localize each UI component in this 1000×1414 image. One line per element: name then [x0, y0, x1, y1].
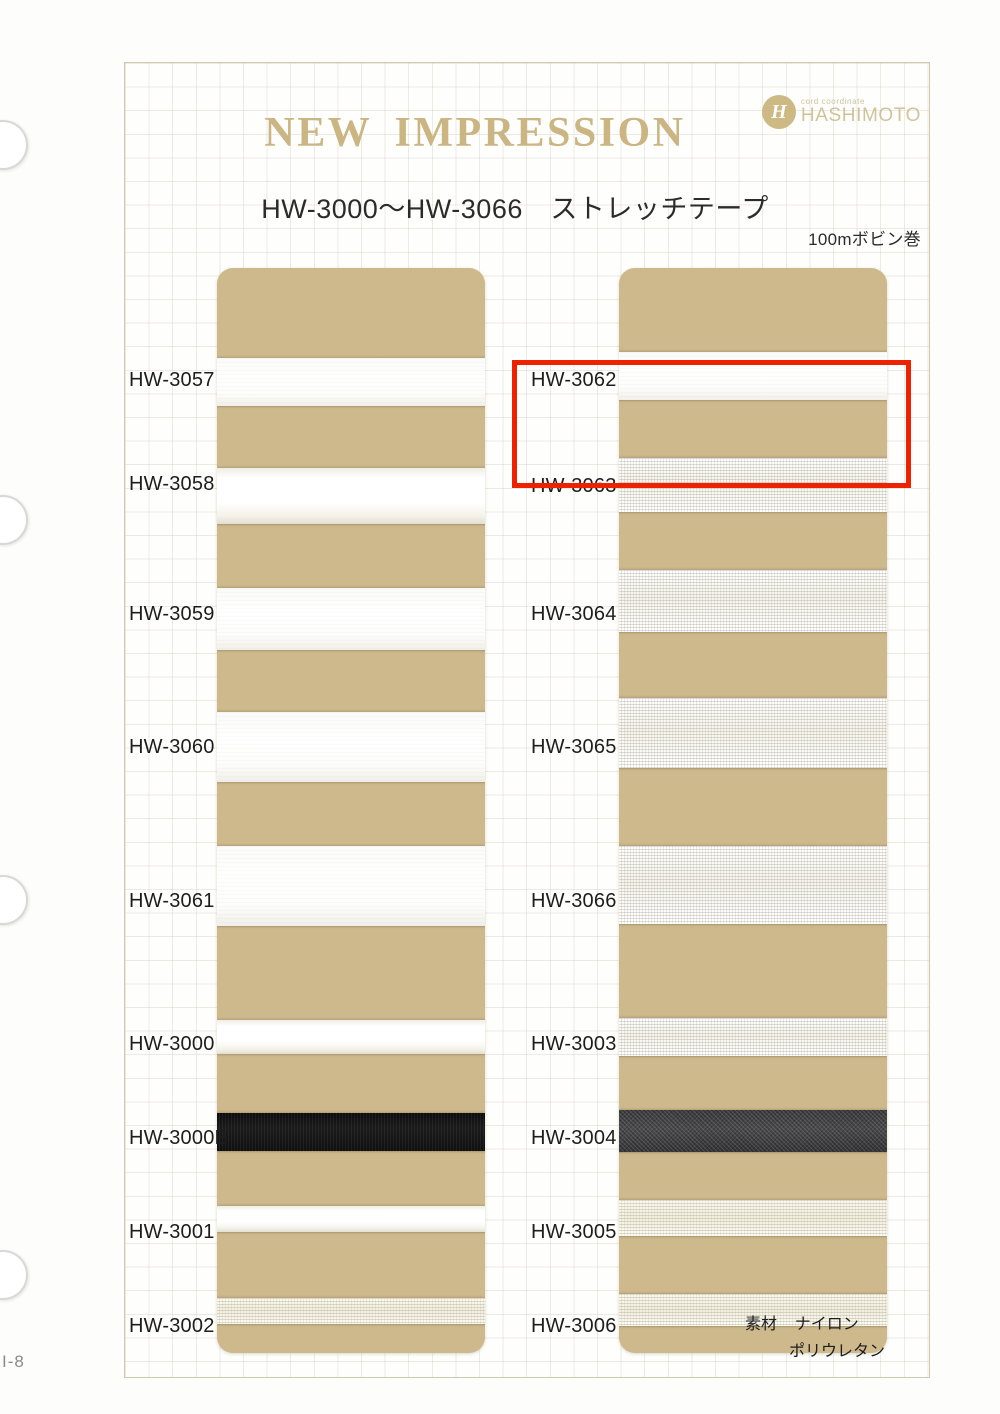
- hashimoto-logo: H cord coordinate HASHIMOTO: [761, 95, 921, 129]
- sample-code-hw-3000: HW-3000: [129, 1033, 215, 1055]
- sample-code-hw-3057: HW-3057: [129, 369, 215, 391]
- bobbin-note: 100mボビン巻: [808, 230, 921, 249]
- page-title: NEW IMPRESSION: [264, 110, 686, 156]
- sample-code-hw-3004: HW-3004: [531, 1127, 617, 1149]
- sample-code-hw-3060: HW-3060: [129, 736, 215, 758]
- material-label: 素材: [744, 1315, 777, 1333]
- tape-sample-hw-3006: [619, 1294, 887, 1326]
- tape-sample-hw-3066: [619, 846, 887, 924]
- sample-code-hw-3063: HW-3063: [531, 475, 617, 497]
- tape-sample-hw-3063: [619, 458, 887, 512]
- binder-hole: [0, 495, 28, 545]
- sample-code-hw-3005: HW-3005: [531, 1221, 617, 1243]
- binder-hole: [0, 120, 28, 170]
- tape-sample-hw-3064: [619, 570, 887, 632]
- tape-sample-hw-3062: [619, 352, 887, 400]
- sample-code-hw-3059: HW-3059: [129, 603, 215, 625]
- binder-hole: [0, 1250, 28, 1300]
- sample-code-hw-3000b: HW-3000B: [129, 1127, 229, 1149]
- sample-code-hw-3062: HW-3062: [531, 369, 617, 391]
- page-subtitle: HW-3000〜HW-3066 ストレッチテープ: [261, 194, 769, 224]
- tape-sample-hw-3058: [217, 468, 485, 524]
- material-note: 素材 ナイロン ポリウレタン: [745, 1311, 885, 1365]
- page-number: I-8: [2, 1352, 25, 1371]
- logo-mark-letter: H: [771, 101, 787, 123]
- tape-sample-hw-3065: [619, 698, 887, 768]
- catalog-sheet: H cord coordinate HASHIMOTO NEW IMPRESSI…: [124, 62, 930, 1378]
- sample-board-left: [217, 268, 485, 1353]
- logo-brand-name: HASHIMOTO: [800, 105, 921, 127]
- tape-sample-hw-3060: [217, 712, 485, 782]
- sample-code-hw-3061: HW-3061: [129, 890, 215, 912]
- tape-sample-hw-3000b: [217, 1113, 485, 1151]
- sample-code-hw-3001: HW-3001: [129, 1221, 215, 1243]
- tape-sample-hw-3061: [217, 846, 485, 926]
- sample-code-hw-3064: HW-3064: [531, 603, 617, 625]
- tape-sample-hw-3059: [217, 588, 485, 650]
- logo-circle-icon: H: [761, 95, 796, 129]
- tape-sample-hw-3003: [619, 1018, 887, 1056]
- tape-sample-hw-3001: [217, 1206, 485, 1232]
- material-value-2: ポリウレタン: [788, 1342, 885, 1360]
- sample-code-hw-3006: HW-3006: [531, 1315, 617, 1337]
- material-row-2: ポリウレタン: [745, 1338, 885, 1365]
- logo-tagline: cord coordinate: [800, 96, 866, 106]
- material-value-1: ナイロン: [794, 1315, 859, 1333]
- tape-sample-hw-3004: [619, 1110, 887, 1152]
- sample-code-hw-3065: HW-3065: [531, 736, 617, 758]
- binder-hole: [0, 875, 28, 925]
- sample-code-hw-3002: HW-3002: [129, 1315, 215, 1337]
- tape-sample-hw-3002: [217, 1298, 485, 1324]
- logo-text-block: cord coordinate HASHIMOTO: [800, 96, 921, 127]
- tape-sample-hw-3005: [619, 1200, 887, 1236]
- sample-code-hw-3058: HW-3058: [129, 473, 215, 495]
- tape-sample-hw-3000: [217, 1020, 485, 1054]
- sample-code-hw-3066: HW-3066: [531, 890, 617, 912]
- sample-board-right: [619, 268, 887, 1353]
- tape-sample-hw-3057: [217, 358, 485, 406]
- material-row-1: 素材 ナイロン: [745, 1311, 885, 1338]
- sample-code-hw-3003: HW-3003: [531, 1033, 617, 1055]
